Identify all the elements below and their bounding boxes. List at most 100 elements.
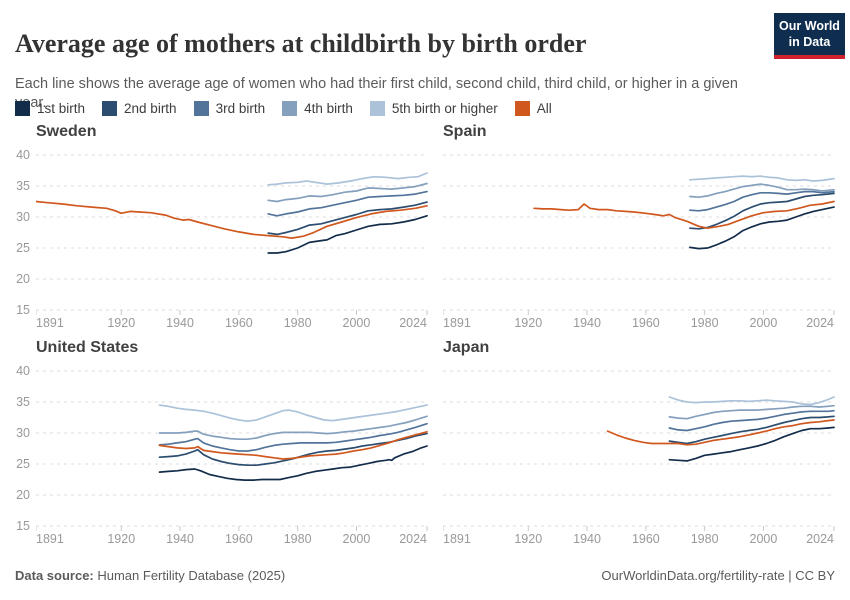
footer: Data source: Human Fertility Database (2… bbox=[15, 568, 835, 583]
y-tick-label: 15 bbox=[16, 519, 30, 533]
facet-spain: Spain 1891 1920 1940 1960 1980 2000 2024 bbox=[415, 123, 839, 332]
series-line-all[interactable] bbox=[533, 200, 835, 230]
legend-label: 1st birth bbox=[37, 101, 86, 116]
x-tick-label: 1891 bbox=[36, 532, 64, 546]
x-tick-label: 1980 bbox=[691, 532, 719, 546]
data-source-value: Human Fertility Database (2025) bbox=[93, 568, 286, 583]
series-line-1st-birth[interactable] bbox=[158, 445, 428, 481]
series-line-2nd-birth[interactable] bbox=[668, 415, 835, 445]
x-tick-label: 2000 bbox=[750, 532, 778, 546]
y-tick-label: 30 bbox=[16, 210, 30, 224]
line-chart-sweden[interactable]: 1891 1920 1940 1960 1980 2000 2024 bbox=[36, 147, 428, 332]
owid-logo-box: Our World in Data bbox=[774, 13, 845, 56]
chart-subtitle: Each line shows the average age of women… bbox=[15, 75, 738, 111]
owid-logo-red-bar bbox=[774, 55, 845, 60]
x-tick-label: 1940 bbox=[573, 316, 601, 330]
series-line-1st-birth[interactable] bbox=[668, 426, 835, 462]
x-tick-label: 1980 bbox=[691, 316, 719, 330]
series-line-3rd-birth[interactable] bbox=[689, 190, 835, 212]
legend-swatch-icon bbox=[15, 101, 30, 116]
legend-swatch-icon bbox=[282, 101, 298, 116]
y-tick-label: 20 bbox=[16, 272, 30, 286]
facet-title: Spain bbox=[443, 123, 487, 140]
legend-label: 3rd birth bbox=[215, 101, 266, 116]
y-tick-label: 30 bbox=[16, 426, 30, 440]
series-line-3rd-birth[interactable] bbox=[668, 409, 835, 432]
legend-swatch-icon bbox=[102, 101, 118, 116]
data-source-note: Data source: Human Fertility Database (2… bbox=[15, 568, 285, 583]
legend-swatch-icon bbox=[514, 101, 530, 116]
legend-label: 2nd birth bbox=[124, 101, 177, 116]
x-tick-label: 1920 bbox=[107, 316, 135, 330]
facet-united-states: United States 40 35 30 25 20 15 1891 1920 1940 1… bbox=[8, 339, 432, 548]
owid-logo-line1: Our World bbox=[779, 19, 840, 33]
x-tick-label: 1920 bbox=[107, 532, 135, 546]
series-line-2nd-birth[interactable] bbox=[689, 192, 835, 230]
facet-sweden: Sweden 40 35 30 25 20 15 1891 1920 1940 1960 1980… bbox=[8, 123, 432, 332]
footer-link[interactable]: OurWorldinData.org/fertility-rate | CC B… bbox=[601, 568, 835, 583]
facet-title: Japan bbox=[443, 339, 490, 356]
x-tick-label: 2024 bbox=[399, 532, 427, 546]
line-chart-japan[interactable]: 1891 1920 1940 1960 1980 2000 2024 bbox=[443, 363, 835, 548]
x-tick-label: 1960 bbox=[225, 532, 253, 546]
x-tick-label: 1891 bbox=[443, 532, 471, 546]
series-line-all[interactable] bbox=[158, 430, 428, 460]
x-tick-label: 2024 bbox=[806, 532, 834, 546]
facet-title: Sweden bbox=[36, 123, 97, 140]
y-tick-label: 35 bbox=[16, 395, 30, 409]
x-tick-label: 2000 bbox=[750, 316, 778, 330]
x-tick-label: 1980 bbox=[284, 316, 312, 330]
series-line-3rd-birth[interactable] bbox=[158, 422, 428, 452]
y-axis-spacer bbox=[415, 363, 443, 548]
line-chart-united-states[interactable]: 1891 1920 1940 1960 1980 2000 2024 bbox=[36, 363, 428, 548]
legend-item-3rd-birth[interactable]: 3rd birth bbox=[193, 101, 266, 116]
series-line-1st-birth[interactable] bbox=[267, 214, 428, 254]
series-line-2nd-birth[interactable] bbox=[267, 201, 428, 236]
legend: 1st birth 2nd birth 3rd birth 4th birth … bbox=[15, 101, 552, 116]
series-line-5th-birth-or-higher[interactable] bbox=[668, 396, 835, 406]
x-tick-label: 1891 bbox=[36, 316, 64, 330]
legend-label: All bbox=[536, 101, 552, 116]
line-chart-spain[interactable]: 1891 1920 1940 1960 1980 2000 2024 bbox=[443, 147, 835, 332]
owid-logo-line2: in Data bbox=[788, 34, 831, 49]
x-tick-label: 1940 bbox=[573, 532, 601, 546]
legend-item-5th-birth-or-higher[interactable]: 5th birth or higher bbox=[369, 101, 498, 116]
legend-swatch-icon bbox=[193, 101, 209, 116]
series-line-4th-birth[interactable] bbox=[668, 404, 835, 420]
x-tick-label: 2000 bbox=[343, 532, 371, 546]
y-tick-label: 35 bbox=[16, 179, 30, 193]
y-tick-label: 40 bbox=[16, 148, 30, 162]
legend-swatch-icon bbox=[369, 101, 385, 116]
series-line-5th-birth-or-higher[interactable] bbox=[267, 172, 428, 186]
x-tick-label: 1980 bbox=[284, 532, 312, 546]
series-line-5th-birth-or-higher[interactable] bbox=[689, 175, 835, 182]
legend-item-all[interactable]: All bbox=[514, 101, 552, 116]
owid-logo[interactable]: Our World in Data bbox=[774, 13, 845, 60]
y-axis-labels: 40 35 30 25 20 15 bbox=[8, 363, 36, 548]
facet-japan: Japan 1891 1920 1940 1960 1980 2000 2024 bbox=[415, 339, 839, 548]
x-tick-label: 1960 bbox=[632, 532, 660, 546]
legend-label: 5th birth or higher bbox=[391, 101, 498, 116]
x-tick-label: 2000 bbox=[343, 316, 371, 330]
y-tick-label: 25 bbox=[16, 457, 30, 471]
x-tick-label: 1920 bbox=[514, 316, 542, 330]
legend-item-4th-birth[interactable]: 4th birth bbox=[282, 101, 353, 116]
series-line-all[interactable] bbox=[606, 419, 835, 446]
series-line-3rd-birth[interactable] bbox=[267, 190, 428, 217]
series-line-1st-birth[interactable] bbox=[689, 206, 835, 250]
series-line-all[interactable] bbox=[36, 200, 428, 239]
x-tick-label: 1940 bbox=[166, 316, 194, 330]
legend-label: 4th birth bbox=[304, 101, 353, 116]
y-axis-spacer bbox=[415, 147, 443, 332]
series-line-4th-birth[interactable] bbox=[689, 183, 835, 199]
series-line-2nd-birth[interactable] bbox=[158, 432, 428, 467]
legend-item-2nd-birth[interactable]: 2nd birth bbox=[102, 101, 177, 116]
y-tick-label: 40 bbox=[16, 364, 30, 378]
facet-title: United States bbox=[36, 339, 139, 356]
series-line-5th-birth-or-higher[interactable] bbox=[158, 404, 428, 423]
series-line-4th-birth[interactable] bbox=[158, 415, 428, 441]
x-tick-label: 2024 bbox=[806, 316, 834, 330]
legend-item-1st-birth[interactable]: 1st birth bbox=[15, 101, 85, 116]
series-line-4th-birth[interactable] bbox=[267, 182, 428, 203]
y-tick-label: 25 bbox=[16, 241, 30, 255]
